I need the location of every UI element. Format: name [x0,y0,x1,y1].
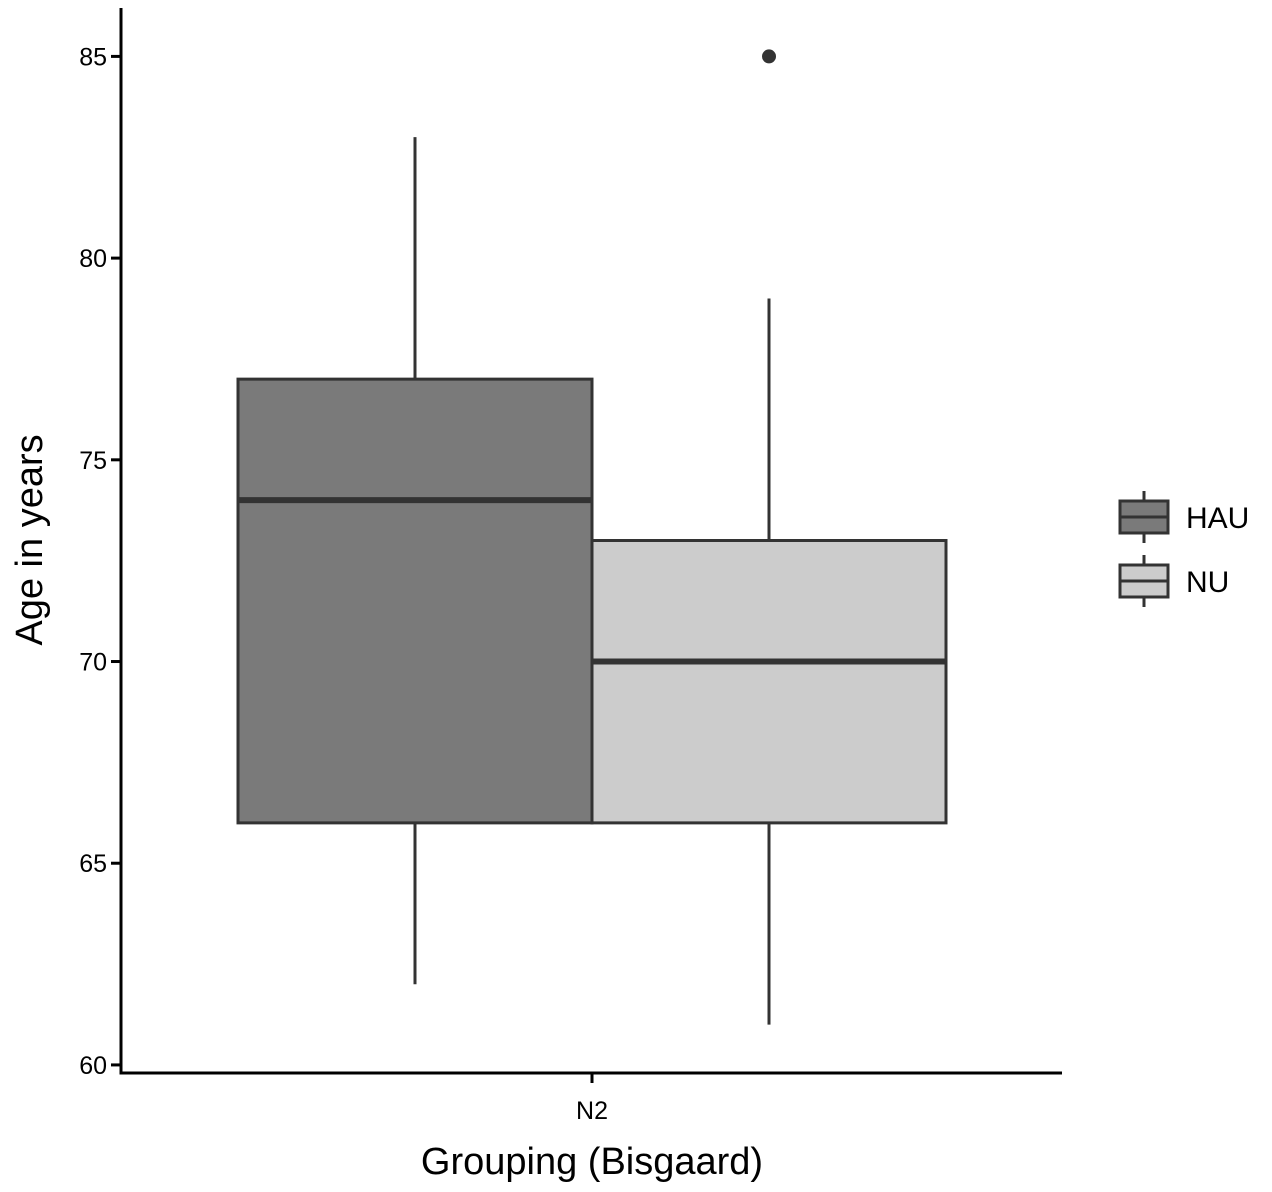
box-hau [236,137,594,985]
box-nu [590,49,948,1025]
x-tick-label: N2 [576,1097,608,1125]
y-tick-label: 65 [79,850,107,878]
outlier-point [762,49,776,64]
y-tick-label: 60 [79,1052,107,1080]
legend: HAU NU [1118,491,1249,607]
iqr-box [236,377,594,825]
legend-label: HAU [1186,502,1249,535]
iqr-box [590,539,948,825]
x-axis-ticks: N2 [576,1073,608,1125]
legend-item-nu: NU [1118,555,1229,607]
x-axis-title: Grouping (Bisgaard) [421,1141,763,1183]
y-tick-label: 75 [79,447,107,475]
legend-item-hau: HAU [1118,491,1249,543]
y-tick-label: 85 [79,43,107,71]
y-tick-label: 70 [79,649,107,677]
plot-area [236,49,948,1025]
y-tick-label: 80 [79,245,107,273]
legend-label: NU [1186,566,1229,599]
y-axis-ticks: 60 65 70 75 80 85 [79,43,121,1080]
y-axis-title: Age in years [9,434,51,645]
